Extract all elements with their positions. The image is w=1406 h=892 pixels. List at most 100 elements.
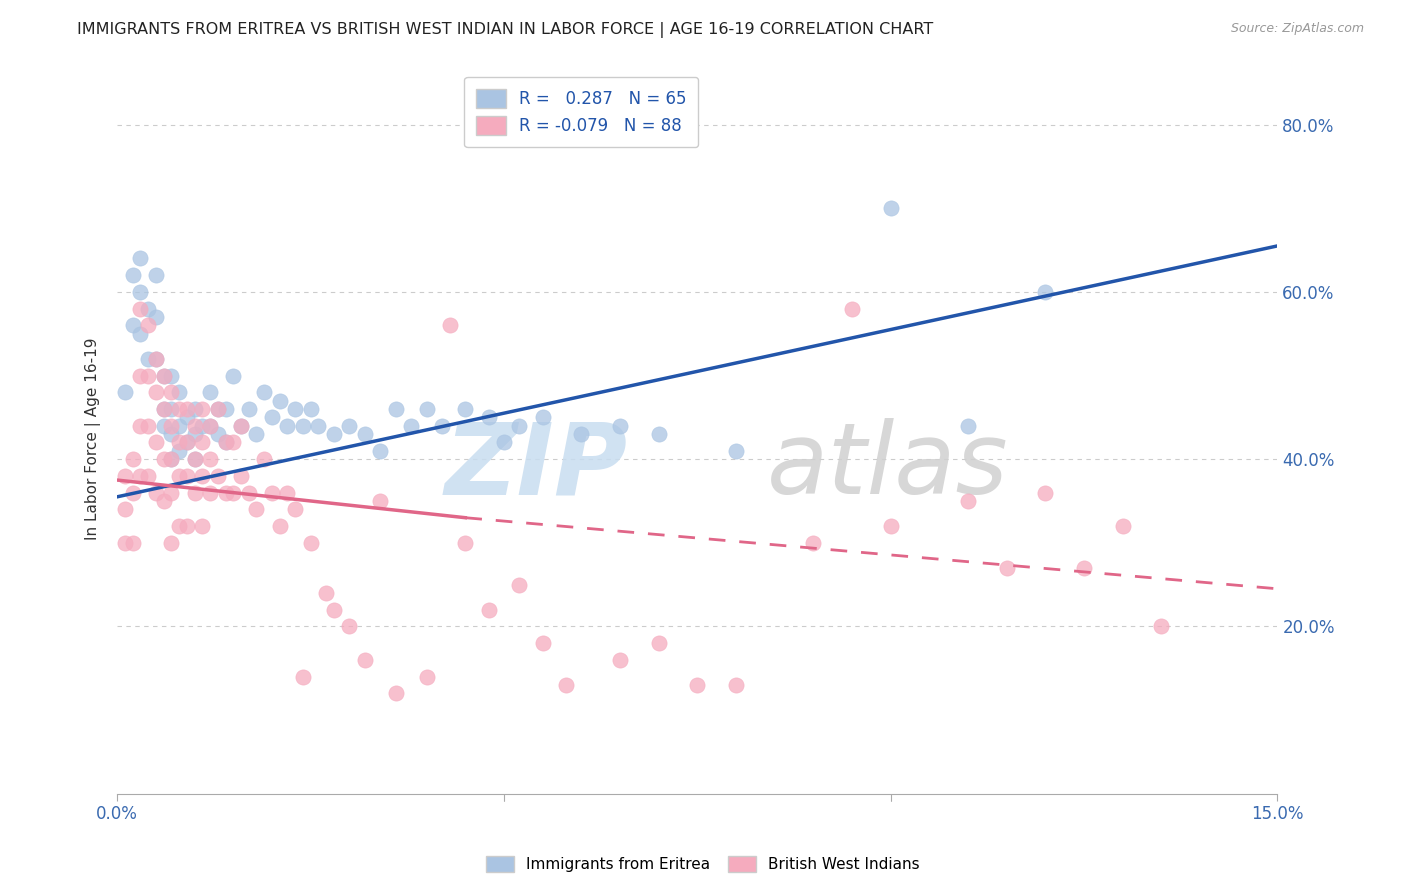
Point [183,402,205,417]
Legend: R =   0.287   N = 65, R = -0.079   N = 88: R = 0.287 N = 65, R = -0.079 N = 88 [464,77,699,147]
Point [214,485,236,500]
Point [129,418,152,433]
Point [260,410,283,425]
Point [1073,561,1095,575]
Point [129,326,152,341]
Point [145,485,167,500]
Point [167,519,190,533]
Point [183,485,205,500]
Point [214,435,236,450]
Point [291,418,314,433]
Point [191,435,214,450]
Point [167,418,190,433]
Point [284,402,307,417]
Point [222,435,245,450]
Point [160,402,183,417]
Point [136,301,159,316]
Point [129,368,152,383]
Point [957,494,980,508]
Point [160,452,183,467]
Point [508,418,530,433]
Text: atlas: atlas [766,418,1008,516]
Point [569,427,592,442]
Point [160,418,183,433]
Point [176,402,198,417]
Point [136,418,159,433]
Point [183,452,205,467]
Point [114,385,136,400]
Point [724,678,747,692]
Point [439,318,461,333]
Point [152,418,174,433]
Point [121,268,143,283]
Point [198,452,221,467]
Legend: Immigrants from Eritrea, British West Indians: Immigrants from Eritrea, British West In… [478,848,928,880]
Point [299,402,322,417]
Point [191,402,214,417]
Point [454,402,477,417]
Point [647,636,669,650]
Point [554,678,576,692]
Point [191,519,214,533]
Point [454,536,477,550]
Point [957,418,980,433]
Point [167,443,190,458]
Point [176,519,198,533]
Point [368,494,391,508]
Point [291,670,314,684]
Point [167,385,190,400]
Point [260,485,283,500]
Point [322,603,344,617]
Point [114,502,136,516]
Point [145,310,167,324]
Point [477,410,499,425]
Point [1035,485,1057,500]
Point [176,435,198,450]
Point [492,435,515,450]
Point [368,443,391,458]
Point [415,670,437,684]
Point [269,519,291,533]
Point [384,686,406,700]
Point [176,410,198,425]
Point [841,301,863,316]
Point [229,418,252,433]
Point [276,418,298,433]
Point [477,603,499,617]
Point [724,443,747,458]
Point [145,435,167,450]
Point [384,402,406,417]
Point [647,427,669,442]
Point [167,435,190,450]
Point [121,318,143,333]
Point [198,385,221,400]
Point [1035,285,1057,299]
Point [253,385,276,400]
Point [245,502,267,516]
Point [229,418,252,433]
Point [245,427,267,442]
Point [508,577,530,591]
Point [531,636,554,650]
Point [183,427,205,442]
Point [276,485,298,500]
Point [136,318,159,333]
Point [222,368,245,383]
Point [160,452,183,467]
Point [160,536,183,550]
Point [198,418,221,433]
Point [214,402,236,417]
Point [531,410,554,425]
Point [315,586,337,600]
Point [253,452,276,467]
Point [129,252,152,266]
Point [337,418,360,433]
Point [198,418,221,433]
Point [337,619,360,633]
Point [114,536,136,550]
Point [160,368,183,383]
Point [136,469,159,483]
Point [229,469,252,483]
Point [183,452,205,467]
Point [214,435,236,450]
